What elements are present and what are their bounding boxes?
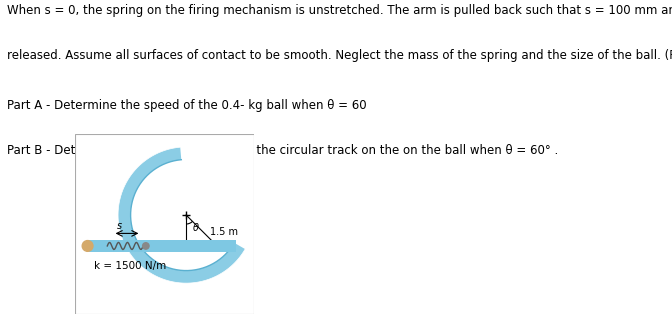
Text: θ: θ (192, 223, 198, 233)
Bar (89, 240, 236, 252)
Text: s: s (118, 221, 122, 231)
Text: Part B - Determine the normal reaction of the circular track on the on the ball : Part B - Determine the normal reaction o… (7, 144, 558, 157)
Text: k = 1500 N/m: k = 1500 N/m (95, 261, 167, 271)
Text: When s = 0, the spring on the firing mechanism is unstretched. The arm is pulled: When s = 0, the spring on the firing mec… (7, 4, 672, 17)
Circle shape (82, 241, 93, 251)
PathPatch shape (118, 147, 245, 283)
Text: released. Assume all surfaces of contact to be smooth. Neglect the mass of the s: released. Assume all surfaces of contact… (7, 49, 672, 62)
Circle shape (142, 243, 149, 249)
Text: 1.5 m: 1.5 m (210, 227, 238, 237)
Text: Part A - Determine the speed of the 0.4- kg ball when θ = 60: Part A - Determine the speed of the 0.4-… (7, 99, 366, 112)
